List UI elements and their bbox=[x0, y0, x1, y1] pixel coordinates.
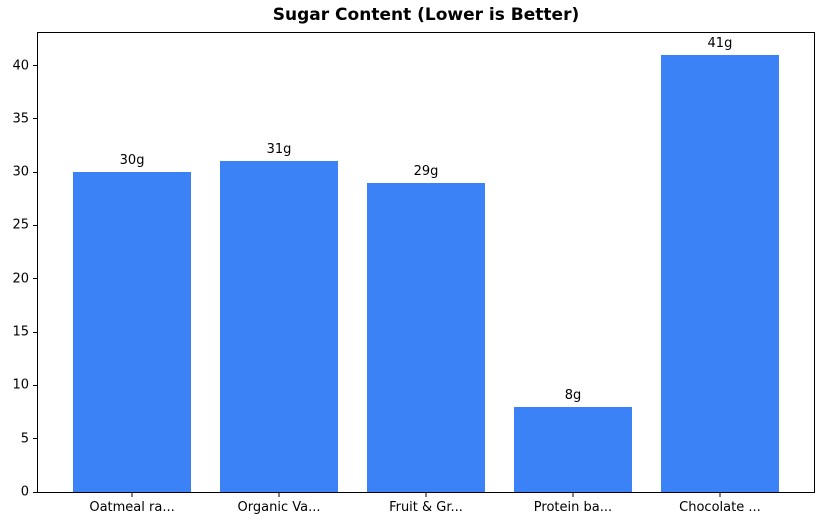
y-tick-label: 5 bbox=[20, 431, 29, 447]
y-tick-label: 15 bbox=[12, 324, 29, 340]
bar-value-label: 30g bbox=[119, 153, 145, 169]
bar bbox=[73, 172, 191, 492]
x-tick-mark bbox=[572, 493, 574, 497]
y-tick-mark bbox=[33, 438, 37, 440]
x-tick-label: Organic Va... bbox=[237, 500, 321, 515]
chart-title: Sugar Content (Lower is Better) bbox=[272, 5, 580, 25]
bar-value-label: 29g bbox=[413, 163, 439, 179]
bar-value-label: 41g bbox=[707, 35, 733, 51]
x-tick-mark bbox=[131, 493, 133, 497]
y-tick-mark bbox=[33, 491, 37, 493]
y-tick-mark bbox=[33, 278, 37, 280]
x-tick-label: Chocolate ... bbox=[679, 500, 761, 515]
y-tick-label: 35 bbox=[12, 111, 29, 127]
x-tick-mark bbox=[425, 493, 427, 497]
plot-area: 0 5 10 15 20 25 30 35 40 30g Oatmeal ra... 31g Organ… bbox=[12, 32, 815, 515]
bar bbox=[514, 406, 632, 492]
bar-value-label: 31g bbox=[266, 142, 292, 158]
bar-value-label: 8g bbox=[564, 387, 582, 403]
y-tick-mark bbox=[33, 65, 37, 67]
y-tick-label: 30 bbox=[12, 164, 29, 180]
y-tick-label: 0 bbox=[20, 484, 29, 500]
y-tick-label: 40 bbox=[12, 58, 29, 74]
y-tick-mark bbox=[33, 118, 37, 120]
x-tick-label: Fruit & Gr... bbox=[389, 500, 463, 515]
y-tick-label: 10 bbox=[12, 377, 29, 393]
y-tick-mark bbox=[33, 384, 37, 386]
y-tick-label: 25 bbox=[12, 217, 29, 233]
y-tick-mark bbox=[33, 331, 37, 333]
y-tick-mark bbox=[33, 224, 37, 226]
bar bbox=[661, 54, 779, 492]
bar bbox=[220, 161, 338, 492]
x-tick-label: Oatmeal ra... bbox=[89, 500, 175, 515]
x-tick-label: Protein ba... bbox=[533, 500, 613, 515]
x-tick-mark bbox=[719, 493, 721, 497]
bar bbox=[367, 182, 485, 492]
y-tick-mark bbox=[33, 171, 37, 173]
y-tick-label: 20 bbox=[12, 271, 29, 287]
x-tick-mark bbox=[278, 493, 280, 497]
